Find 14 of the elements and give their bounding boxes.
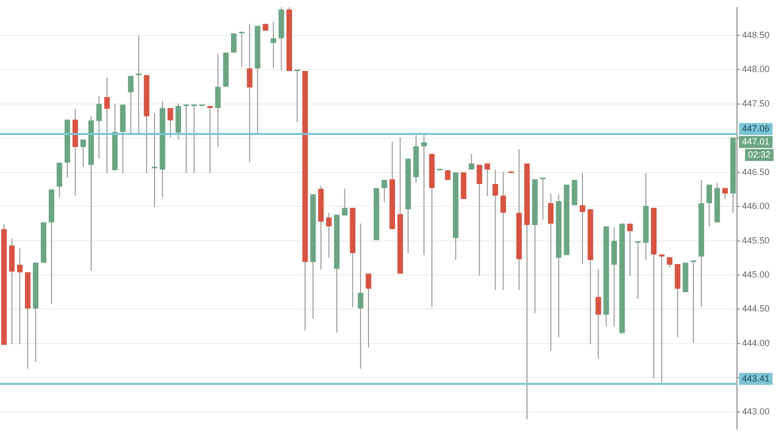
text: 02:32	[748, 150, 771, 160]
text: 447.01	[742, 136, 770, 146]
y-tick-label: 445.00	[742, 269, 770, 280]
y-tick-label: 446.00	[742, 201, 770, 212]
y-tick-label: 444.50	[742, 304, 770, 314]
y-tick-label: 447.50	[742, 98, 770, 108]
y-tick-label: 445.50	[742, 235, 770, 246]
y-tick-label: 444.00	[742, 338, 770, 348]
y-tick-label: 446.50	[742, 166, 770, 177]
ref-line-label: 447.06	[742, 124, 770, 134]
y-tick-label: 448.50	[742, 30, 770, 40]
y-tick-label: 443.00	[742, 406, 770, 416]
y-tick-label: 448.00	[742, 64, 770, 74]
ref-line-label: 443.41	[742, 373, 770, 384]
